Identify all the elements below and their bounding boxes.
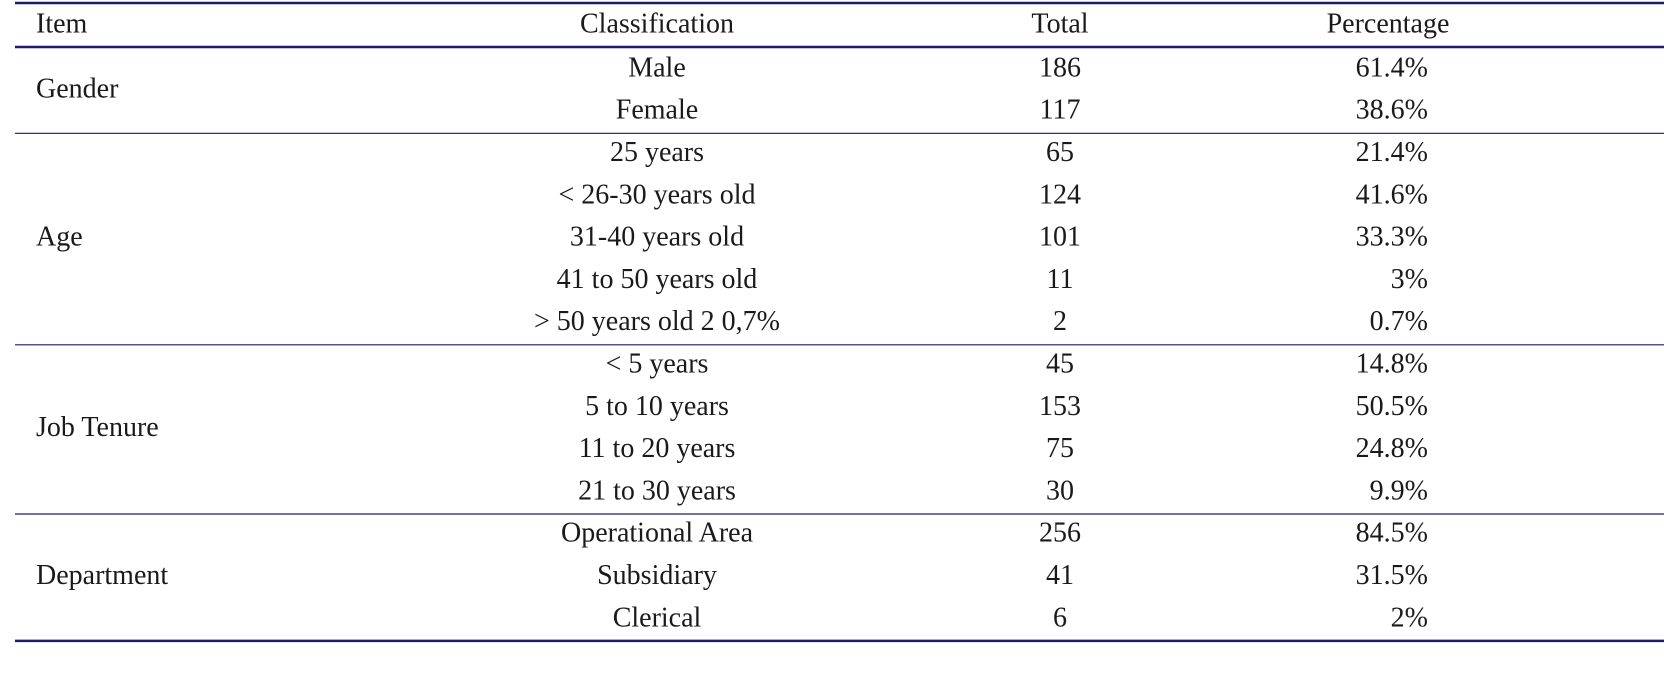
cell: < 5 years (606, 349, 709, 380)
cell: 75 (1046, 433, 1074, 464)
cell: 41.6% (1356, 179, 1428, 210)
cell: 0.7% (1370, 306, 1428, 337)
cell: 5 to 10 years (585, 391, 729, 422)
cell: 6 (1053, 602, 1067, 633)
cell: 41 to 50 years old (557, 264, 758, 295)
header-cell: Item (36, 8, 88, 39)
cell: 2% (1391, 602, 1428, 633)
cell: Male (628, 52, 686, 83)
cell: 21.4% (1356, 137, 1428, 168)
cell: 124 (1039, 179, 1081, 210)
cell: 31.5% (1356, 560, 1428, 591)
cell: Subsidiary (597, 560, 717, 591)
cell: 3% (1391, 264, 1428, 295)
group-label: Age (36, 222, 83, 253)
group-label: Gender (36, 74, 119, 105)
cell: 84.5% (1356, 518, 1428, 549)
cell: 117 (1040, 95, 1081, 126)
cell: Clerical (613, 602, 702, 633)
cell: 41 (1046, 560, 1074, 591)
cell: 153 (1039, 391, 1081, 422)
cell: > 50 years old 2 0,7% (534, 306, 780, 337)
cell: 50.5% (1356, 391, 1428, 422)
cell: 38.6% (1356, 95, 1428, 126)
cell: 25 years (610, 137, 704, 168)
cell: Female (616, 95, 698, 126)
cell: 186 (1039, 52, 1081, 83)
cell: 24.8% (1356, 433, 1428, 464)
cell: 2 (1053, 306, 1067, 337)
cell: 256 (1039, 518, 1081, 549)
group-label: Job Tenure (36, 412, 159, 443)
cell: 14.8% (1356, 349, 1428, 380)
header-cell: Percentage (1327, 8, 1450, 39)
cell: 61.4% (1356, 52, 1428, 83)
header-cell: Classification (580, 8, 734, 39)
cell: 101 (1039, 222, 1081, 253)
cell: 30 (1046, 475, 1074, 506)
cell: 11 to 20 years (579, 433, 736, 464)
cell: 31-40 years old (570, 222, 744, 253)
cell: 65 (1046, 137, 1074, 168)
cell: 21 to 30 years (578, 475, 736, 506)
group-label: Department (36, 560, 168, 591)
cell: Operational Area (561, 518, 754, 549)
cell: < 26-30 years old (559, 179, 756, 210)
cell: 11 (1047, 264, 1074, 295)
header-cell: Total (1031, 8, 1088, 39)
cell: 9.9% (1370, 475, 1428, 506)
cell: 45 (1046, 349, 1074, 380)
cell: 33.3% (1356, 222, 1428, 253)
